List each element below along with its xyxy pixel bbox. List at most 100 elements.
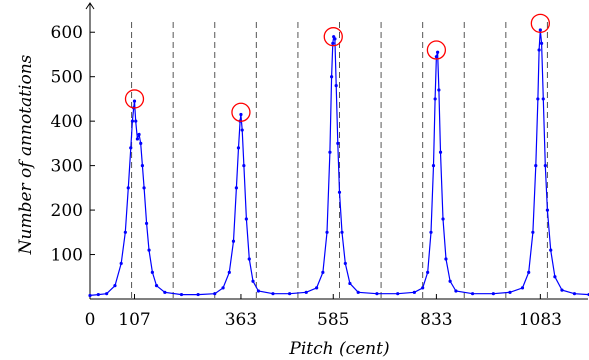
- series-point-0-16: [142, 186, 146, 190]
- series-point-0-13: [137, 132, 141, 137]
- series-point-0-77: [531, 230, 535, 234]
- series-point-0-61: [429, 230, 433, 234]
- series-point-0-84: [543, 164, 547, 168]
- series-point-0-6: [126, 186, 130, 190]
- series-point-0-5: [123, 230, 127, 234]
- series-point-0-25: [221, 286, 225, 290]
- series-point-0-45: [329, 75, 334, 79]
- y-ticks: 100 200 300 400 500 600: [51, 23, 95, 266]
- series-point-0-23: [196, 292, 200, 297]
- series-point-0-35: [247, 257, 251, 261]
- series-point-0-41: [315, 286, 319, 290]
- series-point-0-59: [421, 286, 425, 290]
- series-point-0-66: [437, 88, 441, 92]
- y-tick-label-2: 300: [51, 157, 83, 177]
- series-point-0-75: [520, 286, 525, 290]
- series-point-0-0: [88, 293, 92, 298]
- series-point-0-33: [242, 164, 246, 168]
- x-tick-label-2: 363: [225, 310, 257, 330]
- series-point-0-87: [553, 275, 557, 279]
- series-point-0-80: [537, 48, 541, 52]
- series-point-0-69: [444, 257, 448, 261]
- x-tick-label-3: 585: [317, 310, 349, 330]
- series-point-0-78: [534, 164, 538, 168]
- peak-circle-0: [124, 89, 145, 109]
- series-point-0-55: [356, 290, 360, 294]
- series-point-0-17: [144, 221, 149, 226]
- series-point-0-43: [325, 230, 329, 234]
- x-axis-title: Pitch (cent): [288, 339, 389, 359]
- series-point-0-58: [412, 290, 416, 294]
- series-point-0-24: [213, 292, 217, 296]
- peak-circle-4: [530, 13, 550, 33]
- series-point-0-42: [321, 270, 325, 274]
- y-tick-label-5: 600: [51, 23, 83, 43]
- series-point-0-7: [129, 146, 133, 150]
- series-point-0-76: [527, 270, 531, 274]
- series-point-0-4: [119, 261, 123, 266]
- series-point-0-50: [336, 141, 340, 145]
- series-point-0-20: [154, 284, 159, 288]
- series-point-0-38: [271, 292, 275, 296]
- series-point-0-68: [441, 217, 445, 221]
- series-point-0-88: [560, 288, 564, 292]
- series-point-0-39: [288, 292, 292, 296]
- series-point-0-73: [491, 292, 495, 296]
- dashed-vertical-lines: [131, 22, 548, 299]
- series-point-0-54: [348, 281, 352, 286]
- series-point-0-44: [328, 150, 332, 154]
- series-point-0-8: [130, 119, 135, 123]
- x-tick-label-4: 833: [420, 310, 452, 330]
- series-point-0-82: [539, 41, 544, 45]
- series-point-0-89: [572, 292, 577, 296]
- series-point-0-85: [545, 208, 550, 212]
- series-point-0-51: [337, 190, 342, 194]
- x-tick-label-0: 0: [85, 310, 96, 330]
- series-point-0-15: [140, 164, 144, 168]
- axes: [85, 2, 588, 300]
- series-point-0-63: [433, 97, 437, 101]
- series-point-0-52: [340, 230, 344, 234]
- series-point-0-62: [431, 164, 436, 168]
- y-tick-label-3: 400: [51, 112, 83, 132]
- series-point-0-57: [396, 292, 400, 296]
- peak-circle-2: [323, 27, 343, 47]
- series-point-0-26: [227, 270, 231, 274]
- x-tick-label-5: 1083: [519, 310, 562, 330]
- series-point-0-37: [256, 289, 261, 293]
- series-point-0-64: [434, 55, 438, 59]
- series-point-0-22: [179, 292, 184, 297]
- series-point-0-2: [105, 292, 109, 296]
- y-tick-label-0: 100: [51, 246, 83, 266]
- y-tick-label-4: 500: [51, 68, 83, 88]
- series-point-0-36: [251, 279, 255, 283]
- x-ticks: 0 107 363 585 833 1083: [85, 294, 562, 330]
- series-point-0-74: [508, 290, 512, 294]
- series-layer: [88, 28, 589, 298]
- series-point-0-31: [239, 112, 243, 117]
- series-point-0-14: [139, 141, 143, 145]
- series-point-0-34: [244, 217, 248, 221]
- series-point-0-10: [132, 99, 137, 103]
- series-point-0-40: [304, 290, 308, 294]
- series-point-0-1: [96, 292, 100, 297]
- peak-circle-1: [231, 102, 251, 122]
- y-axis-arrow: [85, 2, 95, 10]
- series-point-0-67: [438, 150, 443, 154]
- series-point-0-46: [331, 41, 335, 45]
- series-point-0-19: [150, 270, 154, 274]
- series-point-0-29: [236, 146, 241, 150]
- series-point-0-18: [147, 248, 151, 252]
- series-point-0-27: [231, 239, 236, 243]
- series-point-0-56: [375, 292, 379, 296]
- series-point-0-48: [333, 37, 337, 41]
- peak-circle-3: [426, 40, 447, 60]
- annotation-layer: [124, 13, 550, 122]
- series-point-0-60: [426, 270, 430, 274]
- series-point-0-86: [549, 248, 553, 252]
- series-point-0-72: [470, 292, 475, 296]
- series-point-0-53: [343, 261, 347, 266]
- series-point-0-70: [448, 279, 452, 283]
- series-point-0-12: [135, 137, 140, 141]
